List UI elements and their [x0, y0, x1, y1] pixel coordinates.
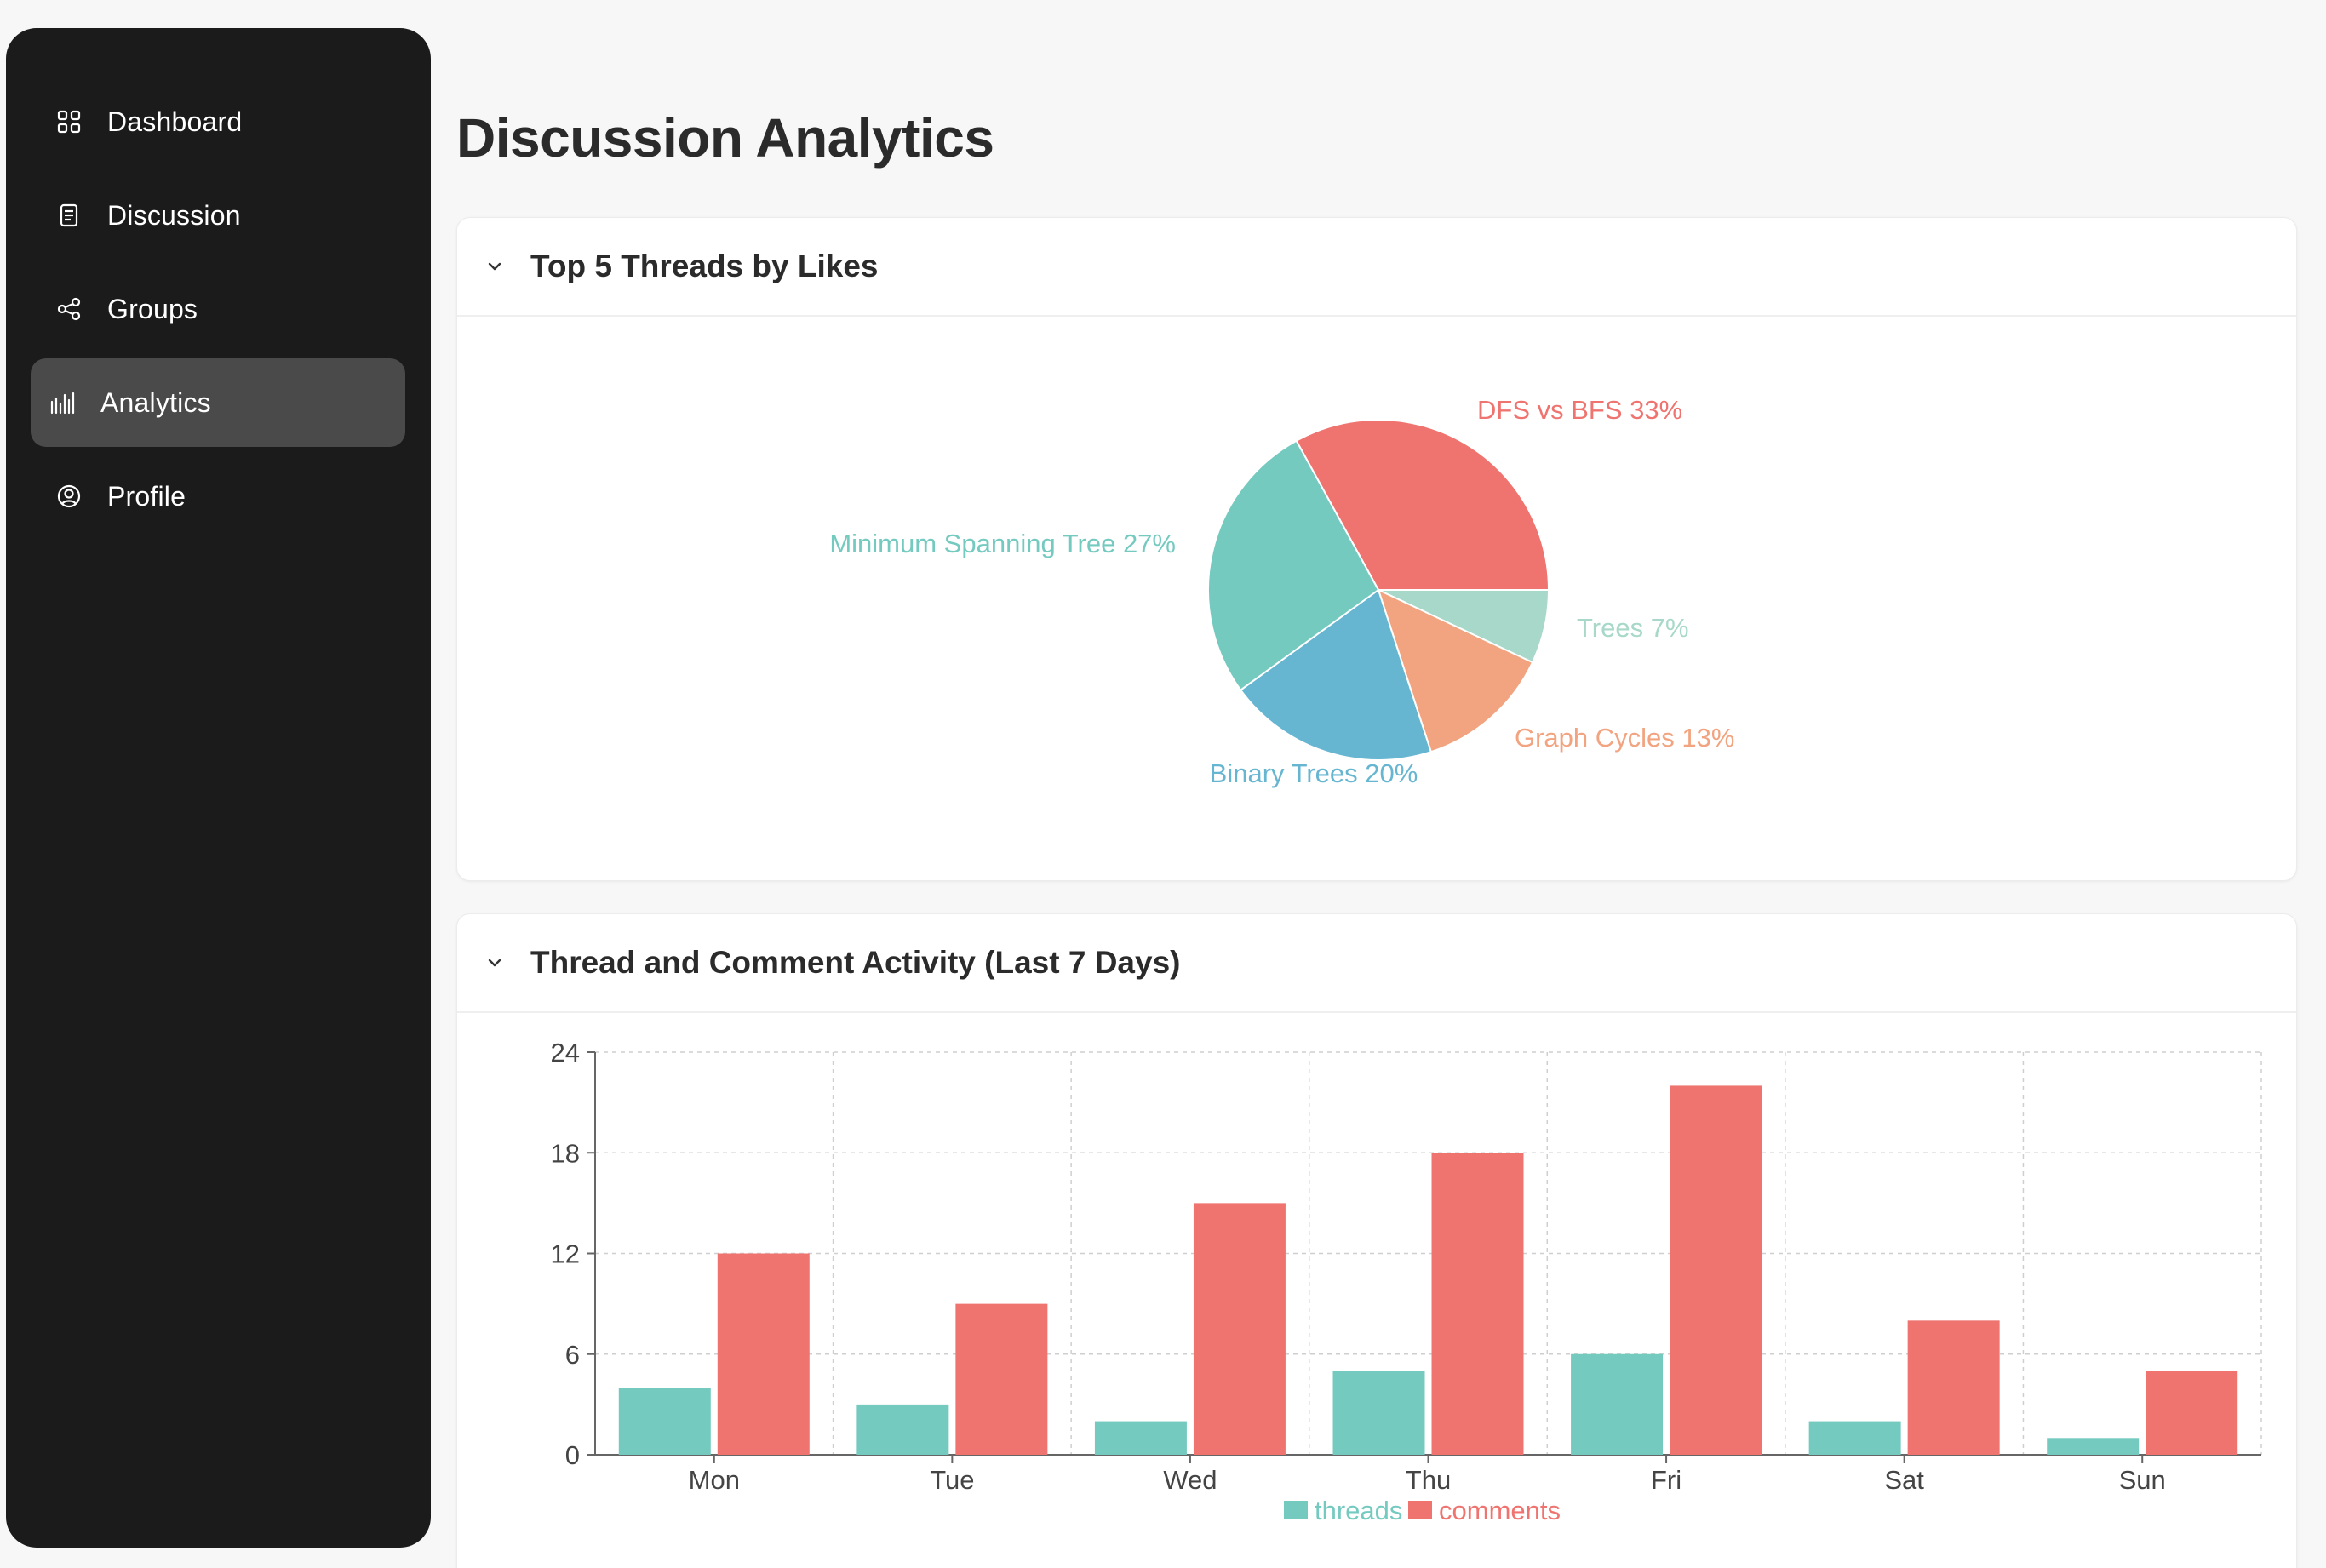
pie-chart-card: Top 5 Threads by Likes DFS vs BFS 33% Tre… [456, 217, 2297, 881]
sidebar-item-dashboard[interactable]: Dashboard [31, 77, 405, 166]
sidebar-item-analytics[interactable]: Analytics [31, 358, 405, 447]
pie-label: Trees 7% [1577, 613, 1689, 643]
sidebar-item-profile[interactable]: Profile [31, 452, 405, 541]
y-tick-label: 12 [551, 1239, 580, 1269]
grid [595, 1051, 2262, 1455]
card-title: Thread and Comment Activity (Last 7 Days… [530, 945, 1181, 980]
pie-slice-graph-cycles[interactable] [1377, 588, 1534, 753]
x-tick-label: Tue [930, 1465, 974, 1495]
x-tick-label: Wed [1163, 1465, 1217, 1495]
legend-label-threads[interactable]: threads [1315, 1496, 1402, 1525]
bar-threads-tue[interactable] [856, 1404, 949, 1455]
bar-comments-tue[interactable] [955, 1303, 1048, 1455]
y-tick-label: 6 [565, 1340, 580, 1370]
pie-slice-binary-trees[interactable] [1239, 588, 1433, 761]
bar-chart: 0 6 12 18 24 Mon Tue Wed Thu Fri Sat Sun threads comm… [551, 1038, 2262, 1525]
bar-threads-fri[interactable] [1571, 1353, 1664, 1455]
bar-comments-thu[interactable] [1431, 1153, 1524, 1455]
card-title: Top 5 Threads by Likes [530, 249, 879, 283]
x-tick-label: Thu [1406, 1465, 1451, 1495]
bar-threads-wed[interactable] [1094, 1421, 1187, 1455]
sidebar-item-discussion[interactable]: Discussion [31, 171, 405, 260]
sidebar-item-label: Dashboard [107, 106, 243, 137]
x-tick-label: Sat [1884, 1465, 1924, 1495]
grid-icon [56, 109, 82, 134]
pie-chart: DFS vs BFS 33% Trees 7% Graph Cycles 13% Bi… [829, 395, 1734, 788]
sidebar-item-label: Profile [107, 480, 186, 512]
bar-chart-icon [49, 390, 75, 415]
y-tick-label: 0 [565, 1440, 580, 1470]
legend-swatch-threads[interactable] [1284, 1501, 1308, 1519]
pie-label: Graph Cycles 13% [1515, 723, 1734, 753]
x-tick-label: Fri [1651, 1465, 1681, 1495]
bar-chart-card: Thread and Comment Activity (Last 7 Days… [456, 913, 2297, 1568]
x-tick-label: Mon [689, 1465, 740, 1495]
y-tick-label: 24 [551, 1038, 580, 1067]
x-tick-label: Sun [2119, 1465, 2166, 1495]
pie-label: Binary Trees 20% [1210, 758, 1418, 788]
legend-swatch-comments[interactable] [1408, 1501, 1432, 1519]
document-icon [56, 203, 82, 228]
share-icon [56, 296, 82, 322]
bar-comments-fri[interactable] [1670, 1085, 1762, 1455]
bar-comments-sat[interactable] [1907, 1320, 2000, 1455]
page-title: Discussion Analytics [456, 107, 994, 169]
pie-label: Minimum Spanning Tree 27% [829, 529, 1176, 558]
bar-threads-sat[interactable] [1808, 1421, 1901, 1455]
user-circle-icon [56, 484, 82, 509]
sidebar-item-groups[interactable]: Groups [31, 265, 405, 353]
sidebar-item-label: Discussion [107, 199, 241, 231]
bar-threads-thu[interactable] [1332, 1371, 1425, 1455]
pie-label: DFS vs BFS 33% [1477, 395, 1682, 425]
bar-threads-sun[interactable] [2047, 1438, 2140, 1455]
card-header[interactable]: Thread and Comment Activity (Last 7 Days… [457, 914, 2296, 1013]
sidebar-item-label: Groups [107, 293, 198, 324]
sidebar: Dashboard Discussion [6, 28, 431, 1548]
card-header[interactable]: Top 5 Threads by Likes [457, 218, 2296, 317]
sidebar-item-label: Analytics [100, 386, 211, 418]
y-tick-label: 18 [551, 1138, 580, 1168]
bar-threads-mon[interactable] [618, 1388, 711, 1455]
pie-slice-minimum-spanning-tree[interactable] [1207, 439, 1380, 691]
bar-comments-wed[interactable] [1193, 1203, 1286, 1455]
bar-comments-mon[interactable] [717, 1253, 810, 1456]
bar-comments-sun[interactable] [2146, 1371, 2238, 1455]
pie-slice-dfs-vs-bfs[interactable] [1295, 419, 1550, 591]
chevron-down-icon[interactable] [484, 256, 505, 277]
legend-label-comments[interactable]: comments [1439, 1496, 1561, 1525]
chevron-down-icon[interactable] [484, 953, 505, 973]
